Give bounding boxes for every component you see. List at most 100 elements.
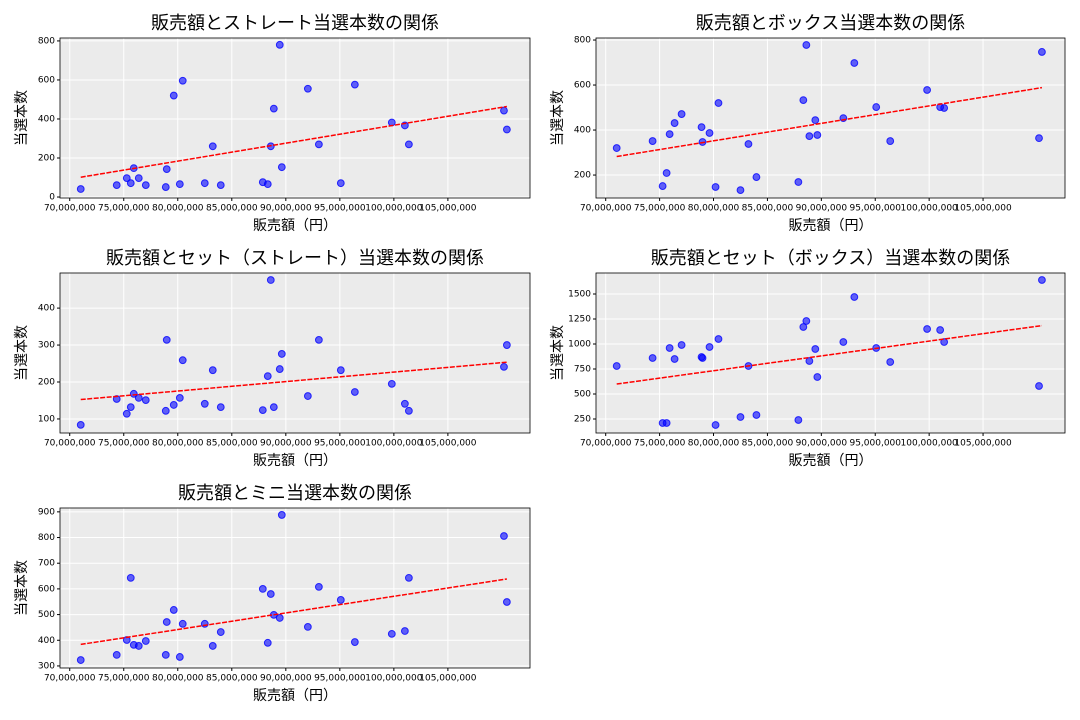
point [500, 532, 508, 540]
point [811, 116, 820, 125]
point [400, 399, 409, 408]
point [134, 174, 143, 182]
point [161, 651, 170, 659]
y-axis-label: 当選本数 [550, 90, 566, 146]
point [258, 584, 267, 593]
y-tick-label: 600 [574, 81, 591, 91]
y-tick-label: 400 [38, 636, 55, 646]
point [112, 181, 121, 190]
y-axis-label: 当選本数 [14, 560, 30, 616]
point [336, 179, 345, 188]
point [263, 180, 272, 189]
x-tick-label: 95,000,000 [314, 674, 366, 684]
point [698, 354, 707, 362]
x-tick-label: 75,000,000 [634, 439, 686, 449]
point [813, 373, 822, 381]
y-tick-label: 500 [38, 610, 55, 620]
point [802, 41, 811, 49]
x-tick-label: 70,000,000 [44, 439, 96, 449]
point [266, 590, 275, 598]
point [269, 403, 278, 412]
point [314, 140, 323, 149]
point [350, 638, 359, 646]
point [805, 132, 814, 141]
y-tick-label: 200 [38, 154, 55, 164]
point [502, 598, 511, 606]
point [697, 123, 706, 132]
x-tick-label: 100,000,000 [365, 674, 423, 684]
point [677, 341, 686, 349]
y-tick-label: 500 [574, 390, 591, 400]
point [677, 110, 686, 118]
point [169, 606, 178, 614]
point [122, 174, 131, 182]
axes-frame [59, 507, 531, 669]
point [277, 163, 286, 172]
y-tick-label: 0 [49, 193, 55, 203]
point [162, 618, 171, 626]
point [839, 338, 848, 346]
chart-title: 販売額とセット（ストレート）当選本数の関係 [106, 248, 484, 269]
point [208, 642, 217, 650]
point [794, 416, 803, 424]
point [387, 379, 396, 388]
x-tick-label: 100,000,000 [365, 439, 423, 449]
point [350, 388, 359, 396]
point [500, 362, 508, 371]
point [303, 623, 312, 631]
point [670, 119, 679, 127]
point [714, 335, 723, 343]
point [169, 91, 178, 100]
point [269, 104, 278, 113]
point [502, 341, 511, 349]
point [141, 181, 150, 190]
point [200, 179, 209, 188]
point [813, 131, 822, 139]
point [134, 642, 143, 650]
y-tick-label: 600 [38, 584, 55, 594]
point [850, 293, 859, 301]
y-tick-label: 400 [574, 126, 591, 136]
y-tick-label: 400 [38, 304, 55, 314]
point [336, 596, 345, 604]
y-tick-label: 250 [574, 415, 591, 425]
x-tick-label: 85,000,000 [206, 204, 258, 214]
x-tick-label: 100,000,000 [901, 204, 959, 214]
x-tick-label: 105,000,000 [419, 674, 477, 684]
point [175, 653, 184, 661]
point [126, 179, 135, 188]
point [662, 419, 671, 427]
subplot: 70,000,000 75,000,000 80,000,000 85,000,000… [14, 483, 531, 704]
point [263, 372, 272, 380]
x-tick-label: 85,000,000 [742, 204, 794, 214]
x-tick-label: 90,000,000 [260, 204, 312, 214]
subplot: 70,000,000 75,000,000 80,000,000 85,000,000… [14, 248, 531, 469]
point [303, 392, 312, 400]
point [314, 582, 323, 591]
point [705, 343, 714, 351]
y-tick-label: 200 [38, 378, 55, 388]
point [850, 59, 859, 67]
point [129, 389, 138, 398]
x-tick-label: 75,000,000 [98, 204, 150, 214]
x-tick-label: 90,000,000 [796, 439, 848, 449]
point [923, 325, 932, 333]
subplot: 70,000,000 75,000,000 80,000,000 85,000,000… [550, 13, 1066, 234]
point [805, 357, 814, 365]
x-tick-label: 75,000,000 [98, 674, 150, 684]
point [923, 86, 932, 94]
y-tick-label: 800 [574, 36, 591, 46]
point [752, 411, 761, 419]
point [400, 627, 409, 635]
point [178, 619, 187, 628]
chart-title: 販売額とミニ当選本数の関係 [178, 483, 412, 504]
plot-area [596, 273, 1065, 433]
point [752, 173, 761, 181]
point [872, 103, 881, 111]
point [200, 619, 209, 628]
x-tick-label: 90,000,000 [260, 439, 312, 449]
point [1035, 134, 1043, 143]
y-tick-label: 600 [38, 75, 55, 85]
point [112, 395, 121, 403]
